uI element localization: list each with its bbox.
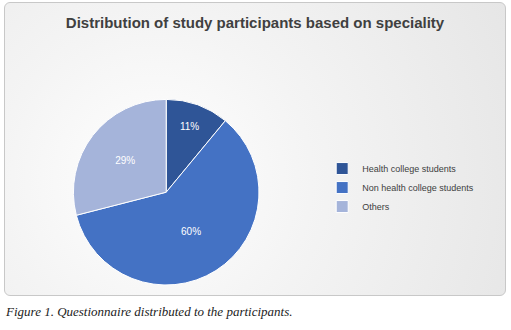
svg-text:Distribution of study particip: Distribution of study participants based… bbox=[66, 14, 445, 31]
html-text:Figure 1. Questionnaire distri: Figure 1. Questionnaire distributed to t… bbox=[6, 304, 293, 319]
svg-text:Health college students: Health college students bbox=[362, 164, 456, 174]
svg-text:Others: Others bbox=[362, 202, 390, 212]
svg-text:11%: 11% bbox=[180, 121, 199, 132]
svg-text:60%: 60% bbox=[181, 226, 201, 237]
svg-text:29%: 29% bbox=[115, 155, 135, 166]
svg-text:Non health college students: Non health college students bbox=[362, 183, 474, 193]
